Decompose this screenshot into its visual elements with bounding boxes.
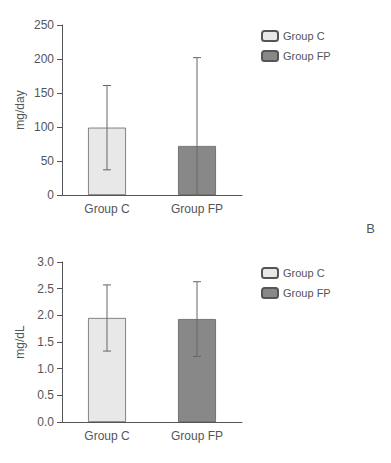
svg-text:Group C: Group C	[283, 30, 325, 42]
svg-text:B: B	[366, 221, 375, 236]
svg-text:Group FP: Group FP	[171, 202, 223, 216]
svg-text:1.0: 1.0	[37, 362, 54, 376]
svg-text:mg/dL: mg/dL	[13, 325, 27, 359]
svg-text:Group C: Group C	[84, 202, 130, 216]
svg-text:200: 200	[34, 52, 54, 66]
svg-text:250: 250	[34, 18, 54, 32]
svg-text:2.5: 2.5	[37, 282, 54, 296]
svg-text:2.0: 2.0	[37, 308, 54, 322]
svg-text:0.0: 0.0	[37, 415, 54, 429]
svg-text:3.0: 3.0	[37, 255, 54, 269]
svg-text:0: 0	[47, 188, 54, 202]
svg-text:100: 100	[34, 120, 54, 134]
svg-text:Group FP: Group FP	[283, 287, 331, 299]
svg-text:Group FP: Group FP	[283, 50, 331, 62]
svg-text:150: 150	[34, 86, 54, 100]
svg-text:Group FP: Group FP	[171, 429, 223, 443]
svg-text:mg/day: mg/day	[13, 90, 27, 129]
svg-text:0.5: 0.5	[37, 388, 54, 402]
svg-text:Group C: Group C	[283, 267, 325, 279]
svg-text:Group C: Group C	[84, 429, 130, 443]
svg-text:1.5: 1.5	[37, 335, 54, 349]
svg-text:50: 50	[41, 154, 55, 168]
